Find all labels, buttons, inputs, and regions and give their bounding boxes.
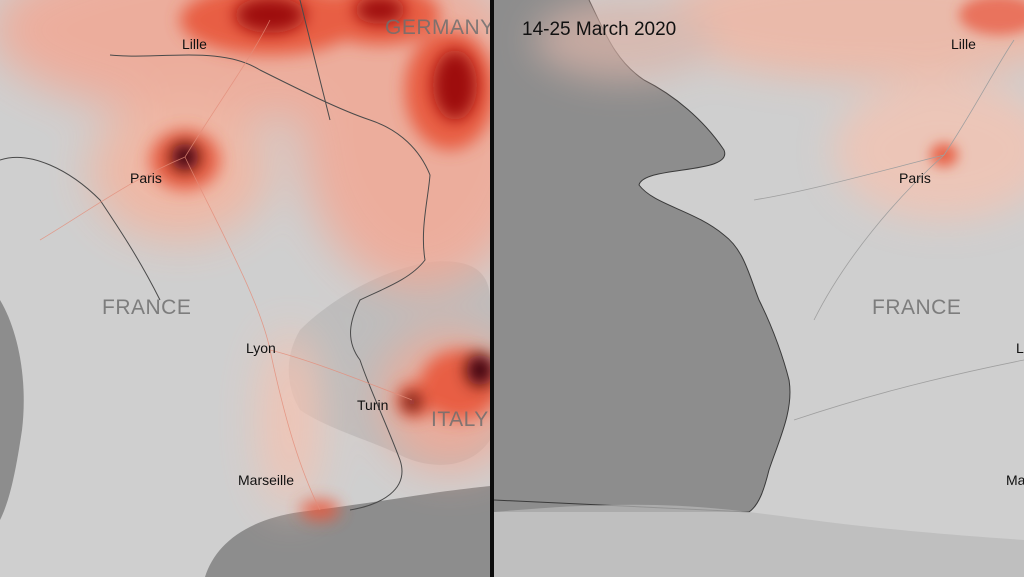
city-label-lyon: Lyon: [246, 340, 276, 356]
city-label-lille-right: Lille: [951, 36, 976, 52]
left-map-graphic: [0, 0, 490, 577]
country-label-france: FRANCE: [102, 296, 192, 319]
city-label-marseille-partial: Ma: [1006, 472, 1024, 488]
city-label-lyon-partial: L: [1016, 340, 1024, 356]
left-map-panel: GERMANY Lille Paris FRANCE Lyon Turin IT…: [0, 0, 490, 577]
city-label-paris: Paris: [130, 170, 162, 186]
city-label-marseille: Marseille: [238, 472, 295, 488]
country-label-france-right: FRANCE: [872, 296, 962, 319]
right-map-panel: 14-25 March 2020 Lille Paris FRANCE L Ma: [494, 0, 1024, 577]
date-range-label: 14-25 March 2020: [522, 19, 677, 40]
right-map-graphic: [494, 0, 1024, 577]
country-label-italy: ITALY: [431, 408, 489, 431]
country-label-germany: GERMANY: [385, 16, 490, 39]
city-label-paris-right: Paris: [899, 170, 931, 186]
city-label-lille: Lille: [182, 36, 207, 52]
city-label-turin: Turin: [357, 397, 389, 413]
panel-divider: [490, 0, 494, 577]
